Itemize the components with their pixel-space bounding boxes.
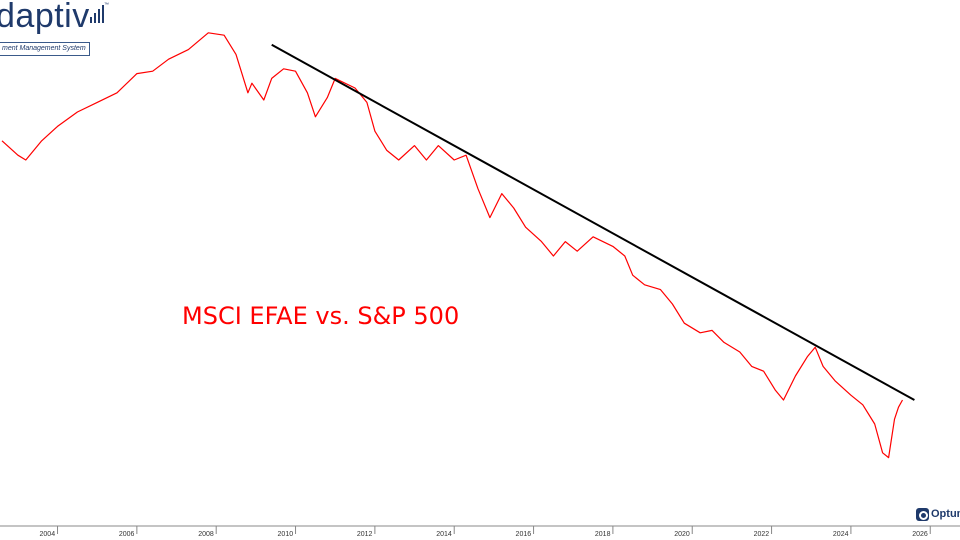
logo-bars-icon [90,5,104,23]
optum-icon [916,508,929,521]
x-tick-label: 2004 [40,531,56,538]
x-tick-label: 2008 [198,531,214,538]
x-tick-label: 2018 [595,531,611,538]
logo-tagline: ment Management System [0,42,90,56]
x-tick-label: 2006 [119,531,135,538]
trendline [271,43,915,401]
chart-annotation: MSCI EFAE vs. S&P 500 [182,302,460,330]
x-axis-ticks: 2004 2006 2008 2010 2012 2014 2016 2018 2020 2022… [40,526,931,538]
x-tick-label: 2022 [754,531,770,538]
x-tick-label: 2026 [912,531,928,538]
x-tick-label: 2024 [833,531,849,538]
ratio-series-line [1,32,904,459]
x-tick-label: 2010 [278,531,294,538]
x-tick-label: 2020 [674,531,690,538]
x-tick-label: 2016 [516,531,532,538]
brand-logo: Optum [916,507,960,523]
x-tick-label: 2014 [436,531,452,538]
x-tick-label: 2012 [357,531,373,538]
logo-wordmark: daptiv [0,0,90,35]
brand-name: Optum [931,508,960,520]
series-layer [1,32,915,459]
logo-trademark: ™ [104,2,109,8]
